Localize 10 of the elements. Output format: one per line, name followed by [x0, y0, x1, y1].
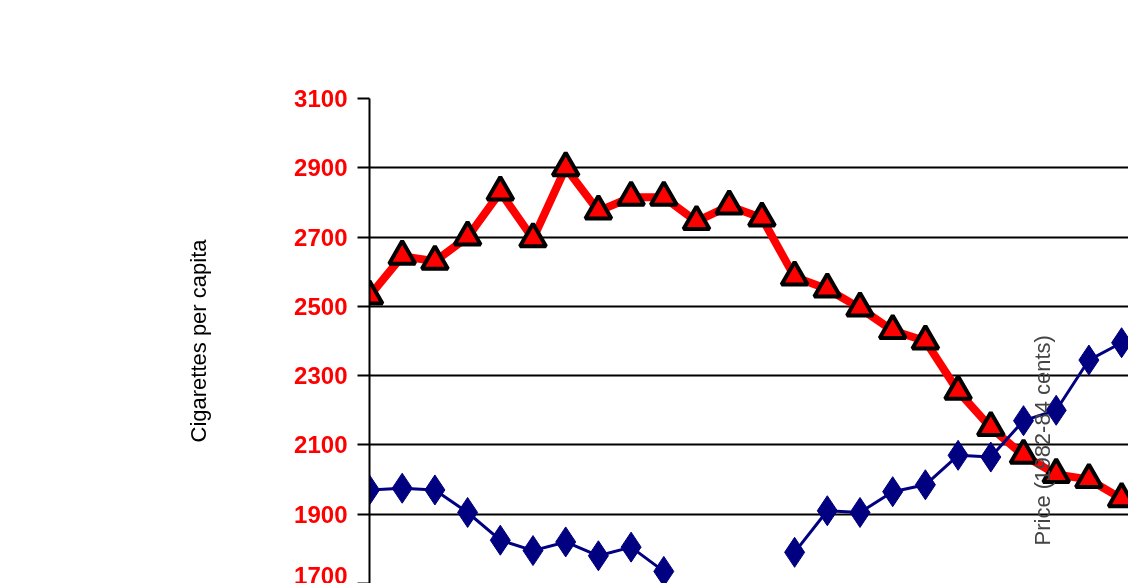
- y2-axis-title: Price (1982-84 cents): [1030, 335, 1055, 546]
- y-tick-label: 1900: [294, 500, 348, 528]
- y-tick-label: 2300: [294, 362, 348, 390]
- y-tick-label: 1700: [294, 561, 348, 583]
- y-tick-label: 3100: [294, 85, 348, 112]
- y-tick-label: 2900: [294, 154, 348, 182]
- y-tick-label: 2500: [294, 292, 348, 320]
- y-tick-label: 2700: [294, 223, 348, 251]
- y-axis-title: Cigarettes per capita: [186, 238, 212, 443]
- y-tick-label: 2100: [294, 431, 348, 459]
